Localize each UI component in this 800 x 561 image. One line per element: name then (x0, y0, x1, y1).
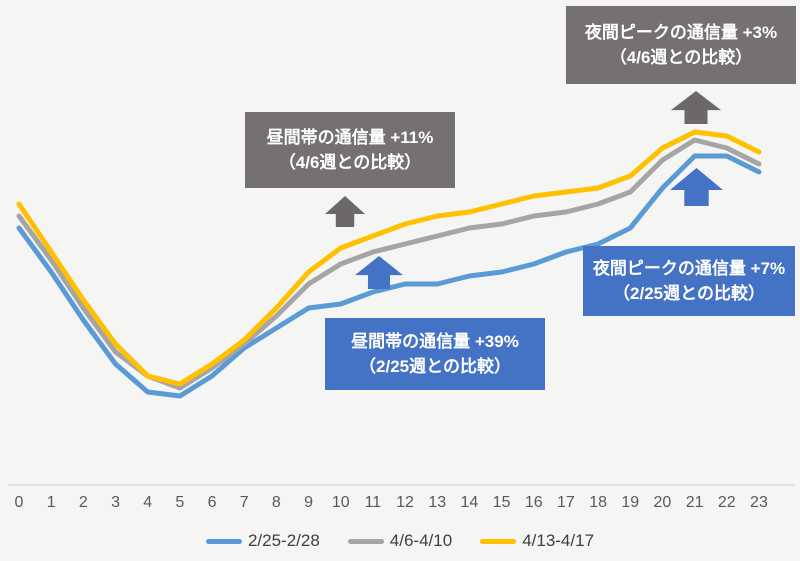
x-axis-tick-2: 2 (78, 494, 88, 511)
annotation-daytime-vs225: 昼間帯の通信量 +39% （2/25週との比較） (325, 318, 545, 390)
x-axis-tick-14: 14 (460, 494, 479, 511)
annotation-daytime-vs46: 昼間帯の通信量 +11% （4/6週との比較） (245, 112, 455, 188)
legend-swatch-icon (480, 538, 517, 544)
x-axis-tick-21: 21 (685, 494, 704, 511)
legend-label: 2/25-2/28 (247, 531, 320, 550)
chart-legend: 2/25-2/28 4/6-4/10 4/13-4/17 (0, 531, 800, 551)
annotation-line: 昼間帯の通信量 +11% (266, 127, 434, 147)
x-axis-tick-5: 5 (175, 494, 185, 511)
x-axis-tick-12: 12 (396, 494, 414, 511)
annotation-line: （4/6週との比較） (609, 48, 753, 67)
legend-item-2/25-2/28: 2/25-2/28 (205, 531, 320, 551)
legend-label: 4/13-4/17 (522, 531, 595, 550)
x-axis-tick-9: 9 (304, 494, 313, 511)
x-axis-tick-18: 18 (589, 494, 607, 511)
legend-label: 4/6-4/10 (389, 531, 453, 550)
x-axis-tick-7: 7 (239, 494, 249, 511)
annotation-line: （4/6週との比較） (278, 153, 422, 172)
series-line-4/13-4/17 (16, 129, 762, 387)
annotation-night-peak-vs46: 夜間ピークの通信量 +3% （4/6週との比較） (566, 6, 796, 84)
x-axis-tick-0: 0 (14, 494, 24, 511)
x-axis-tick-16: 16 (524, 494, 543, 511)
annotation-line: 夜間ピークの通信量 +3% (584, 22, 778, 42)
annotation-night-peak-vs225: 夜間ピークの通信量 +7% （2/25週との比較） (583, 246, 795, 316)
x-axis-labels: 0 1 2 3 4 5 6 7 8 9 10 11 12 13 14 15 16 17 18 19 20 21 22 23 (3, 494, 775, 512)
legend-swatch-icon (205, 538, 242, 544)
x-axis-tick-23: 23 (750, 494, 768, 511)
legend-item-4/13-4/17: 4/13-4/17 (480, 531, 594, 551)
x-axis-tick-22: 22 (717, 494, 736, 511)
x-axis-tick-6: 6 (207, 494, 217, 511)
x-axis-tick-10: 10 (331, 494, 350, 511)
x-axis-tick-20: 20 (653, 494, 672, 511)
x-axis-tick-17: 17 (557, 494, 575, 511)
legend-item-4/6-4/10: 4/6-4/10 (347, 531, 453, 551)
x-axis-tick-4: 4 (143, 494, 153, 511)
x-axis-tick-3: 3 (111, 494, 120, 511)
annotation-line: 夜間ピークの通信量 +7% (592, 258, 786, 278)
x-axis-tick-19: 19 (621, 494, 640, 511)
x-axis-tick-1: 1 (46, 494, 56, 511)
annotation-line: 昼間帯の通信量 +39% (351, 331, 519, 351)
annotation-line: （2/25週との比較） (359, 357, 511, 376)
x-axis-tick-13: 13 (428, 494, 447, 511)
x-axis-tick-8: 8 (271, 494, 281, 511)
x-axis-tick-15: 15 (492, 494, 511, 511)
legend-swatch-icon (347, 538, 384, 544)
annotation-line: （2/25週との比較） (613, 284, 765, 303)
x-axis-tick-11: 11 (364, 494, 382, 511)
